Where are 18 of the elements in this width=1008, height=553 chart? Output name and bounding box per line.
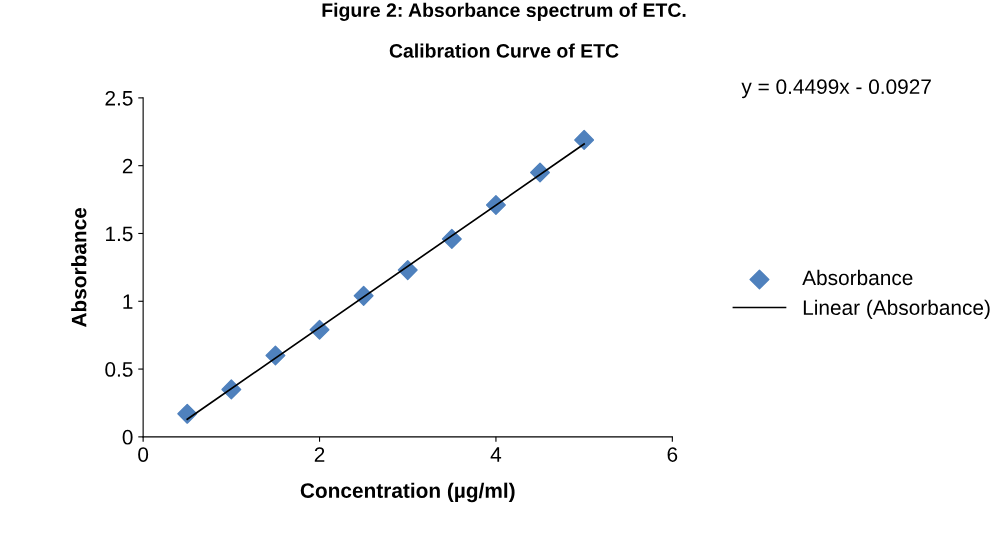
legend-label: Linear (Absorbance): [803, 299, 990, 320]
y-tick-label: 1.5: [106, 226, 133, 242]
y-tick-label: 2: [122, 158, 133, 174]
x-tick-label: 2: [314, 447, 325, 462]
y-tick-label: 0: [122, 429, 133, 445]
y-axis-title: Absorbance: [71, 207, 87, 328]
y-tick-label: 2.5: [105, 90, 133, 106]
y-tick-label: 1: [123, 294, 133, 309]
chart-subtitle: Calibration Curve of ETC: [389, 43, 619, 58]
x-tick-label: 0: [138, 447, 149, 462]
text: y = 0.4499x - 0.0927: [741, 79, 931, 99]
y-tick-label: 0.5: [105, 362, 133, 377]
x-axis-title: Concentration (µg/ml): [300, 482, 515, 503]
chart-title: Figure 2: Absorbance spectrum of ETC.: [322, 2, 686, 21]
x-tick-label: 4: [490, 447, 502, 462]
x-tick-label: 6: [667, 447, 678, 462]
legend-label: Absorbance: [802, 269, 913, 286]
point: [574, 129, 595, 150]
